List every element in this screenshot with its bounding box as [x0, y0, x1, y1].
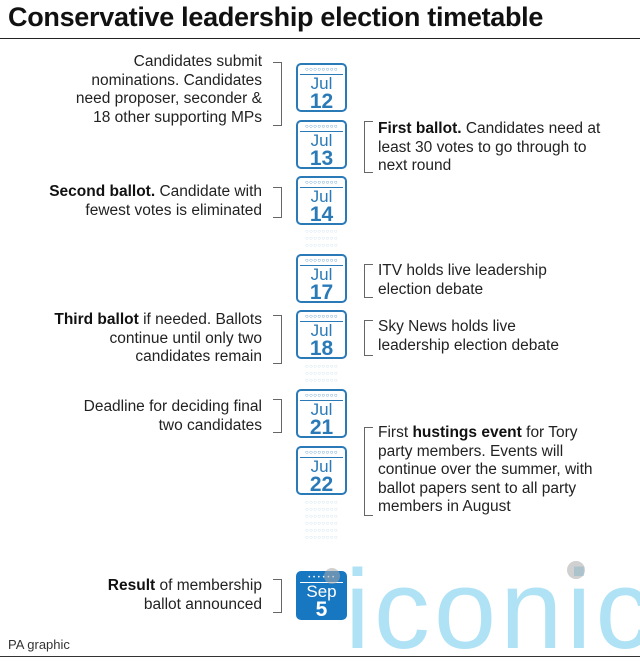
event-deadline: Deadline for deciding final two candidat…: [83, 398, 262, 434]
calendar-month: Jul: [310, 265, 333, 284]
faded-calendar-icon: ○○○○○○○○ ○○○○○○○○ ○○○○○○○○: [305, 364, 338, 384]
bracket-connector: [364, 320, 373, 356]
calendar-month: Jul: [310, 457, 333, 476]
page-title: Conservative leadership election timetab…: [8, 2, 544, 32]
calendar-rings-icon: ○○○○○○○○: [305, 393, 338, 399]
calendar-rings-icon: ○○○○○○○○: [305, 314, 338, 320]
calendar-icon-jul-12: ○○○○○○○○ Jul 12: [296, 63, 347, 112]
calendar-day: 22: [309, 473, 334, 496]
bracket-connector: [364, 121, 373, 173]
calendar-icon-jul-14: ○○○○○○○○ Jul 14: [296, 176, 347, 225]
calendar-rings-icon: ○○○○○○○○: [305, 124, 338, 130]
calendar-day: 14: [309, 203, 334, 226]
iconic-watermark: iconic: [345, 547, 640, 672]
calendar-icon-jul-18: ○○○○○○○○ Jul 18: [296, 310, 347, 359]
bracket-connector: [273, 62, 282, 126]
event-first-ballot: First ballot. Candidates need at least 3…: [378, 120, 601, 174]
event-nominations: Candidates submit nominations. Candidate…: [75, 53, 262, 126]
calendar-month: Jul: [310, 400, 333, 419]
bracket-connector: [273, 579, 282, 613]
calendar-day: 13: [309, 147, 334, 170]
bottom-divider: [0, 656, 640, 657]
event-second-ballot: Second ballot. Candidate with fewest vot…: [49, 183, 262, 219]
event-itv-debate: ITV holds live leadership election debat…: [378, 262, 547, 298]
bracket-connector: [273, 315, 282, 364]
calendar-day: 18: [309, 337, 334, 360]
calendar-rings-icon: ○○○○○○○○: [305, 67, 338, 73]
calendar-icon-jul-22: ○○○○○○○○ Jul 22: [296, 446, 347, 495]
calendar-rings-icon: ○○○○○○○○: [305, 450, 338, 456]
bracket-connector: [364, 264, 373, 298]
calendar-day: 5: [315, 598, 328, 621]
calendar-rings-icon: ○○○○○○○○: [305, 180, 338, 186]
calendar-day: 12: [309, 90, 334, 113]
bracket-connector: [364, 427, 373, 516]
calendar-month: Jul: [310, 74, 333, 93]
event-sky-debate: Sky News holds live leadership election …: [378, 318, 559, 354]
calendar-icon-jul-17: ○○○○○○○○ Jul 17: [296, 254, 347, 303]
bracket-connector: [273, 187, 282, 218]
source-credit: PA graphic: [8, 637, 70, 652]
calendar-rings-icon: • • • • • •: [308, 575, 335, 581]
calendar-day: 17: [309, 281, 334, 304]
calendar-icon-jul-21: ○○○○○○○○ Jul 21: [296, 389, 347, 438]
calendar-day: 21: [309, 416, 334, 439]
bracket-connector: [273, 399, 282, 433]
title-divider: [0, 38, 640, 39]
calendar-month: Sep: [306, 582, 337, 601]
event-result: Result of membership ballot announced: [107, 577, 262, 613]
watermark-dot-icon: [567, 561, 585, 579]
calendar-month: Jul: [310, 131, 333, 150]
calendar-month: Jul: [310, 321, 333, 340]
faded-calendar-icon: ○○○○○○○○ ○○○○○○○○ ○○○○○○○○: [305, 229, 338, 249]
calendar-rings-icon: ○○○○○○○○: [305, 258, 338, 264]
faded-calendar-icon: ○○○○○○○○ ○○○○○○○○ ○○○○○○○○ ○○○○○○○○ ○○○○○○○○…: [305, 500, 338, 541]
calendar-month: Jul: [310, 187, 333, 206]
watermark-dot-icon: [324, 568, 340, 584]
calendar-icon-jul-13: ○○○○○○○○ Jul 13: [296, 120, 347, 169]
event-third-ballot: Third ballot if needed. Ballots continue…: [54, 311, 262, 365]
event-hustings: First hustings event for Tory party memb…: [378, 424, 593, 515]
